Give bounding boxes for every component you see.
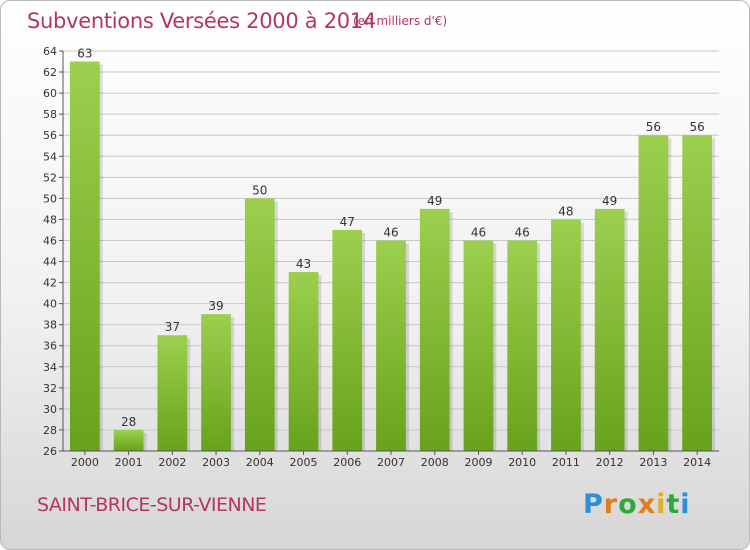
x-tick-label-2000: 2000 [71,456,99,469]
x-tick-label-2011: 2011 [552,456,580,469]
y-tick-label: 60 [43,87,57,100]
value-label-2007: 46 [383,225,398,239]
y-tick-label: 42 [43,277,57,290]
value-label-2005: 43 [296,257,311,271]
bar-2012 [594,208,625,451]
bar-2008 [419,208,450,451]
y-tick-label: 36 [43,340,57,353]
x-tick-label-2002: 2002 [158,456,186,469]
value-label-2010: 46 [515,225,530,239]
bar-2000 [69,61,100,452]
y-tick-label: 46 [43,234,57,247]
y-tick-label: 34 [43,361,57,374]
value-label-2000: 63 [77,47,92,61]
chart-title: Subventions Versées 2000 à 2014 [27,9,376,33]
bar-2003 [201,314,231,451]
bar-2006 [332,229,363,451]
x-tick-label-2001: 2001 [115,456,143,469]
bar-2005 [288,272,319,451]
value-label-2011: 48 [558,204,573,218]
bar-2011 [551,219,581,451]
y-tick-label: 28 [43,424,57,437]
x-tick-label-2012: 2012 [596,456,624,469]
y-tick-label: 64 [43,45,57,58]
x-tick-label-2008: 2008 [421,456,449,469]
bar-2010 [507,240,538,451]
x-tick-label-2014: 2014 [683,456,711,469]
bar-2014 [682,135,713,452]
value-label-2013: 56 [646,120,661,134]
bar-2013 [638,135,669,452]
labels: 26 28 30 32 34 36 38 40 42 44 46 48 50 52 54 56 58 60 62 64… [43,45,711,469]
x-tick-label-2010: 2010 [508,456,536,469]
x-tick-label-2007: 2007 [377,456,405,469]
y-tick-label: 54 [43,150,57,163]
x-tick-label-2004: 2004 [246,456,274,469]
y-tick-label: 38 [43,319,57,332]
place-name: SAINT-BRICE-SUR-VIENNE [37,494,267,516]
y-tick-label: 40 [43,298,57,311]
value-label-2008: 49 [427,194,442,208]
value-label-2006: 47 [340,215,355,229]
y-tick-label: 48 [43,213,57,226]
value-label-2012: 49 [602,194,617,208]
y-tick-label: 52 [43,171,57,184]
y-tick-label: 58 [43,108,57,121]
x-tick-label-2013: 2013 [639,456,667,469]
value-label-2002: 37 [165,320,180,334]
y-tick-label: 62 [43,66,57,79]
axes [59,50,719,455]
y-tick-label: 30 [43,403,57,416]
y-tick-label: 32 [43,382,57,395]
value-label-2004: 50 [252,183,267,197]
value-label-2003: 39 [208,299,223,313]
x-tick-label-2009: 2009 [464,456,492,469]
x-tick-label-2005: 2005 [290,456,318,469]
y-tick-label: 56 [43,129,57,142]
y-tick-label: 44 [43,256,57,269]
bar-2004 [244,198,275,451]
chart-subtitle: (en milliers d'€) [353,14,448,28]
proxiti-logo: Proxiti [583,489,691,520]
bars [69,61,716,452]
value-label-2009: 46 [471,225,486,239]
value-label-2001: 28 [121,415,136,429]
value-label-2014: 56 [689,120,704,134]
bar-2001 [113,429,144,451]
bar-2007 [376,240,406,451]
bar-2002 [157,335,188,451]
y-tick-label: 50 [43,192,57,205]
x-tick-label-2003: 2003 [202,456,230,469]
y-tick-label: 26 [43,445,57,458]
x-tick-label-2006: 2006 [333,456,361,469]
bar-2009 [463,240,494,451]
